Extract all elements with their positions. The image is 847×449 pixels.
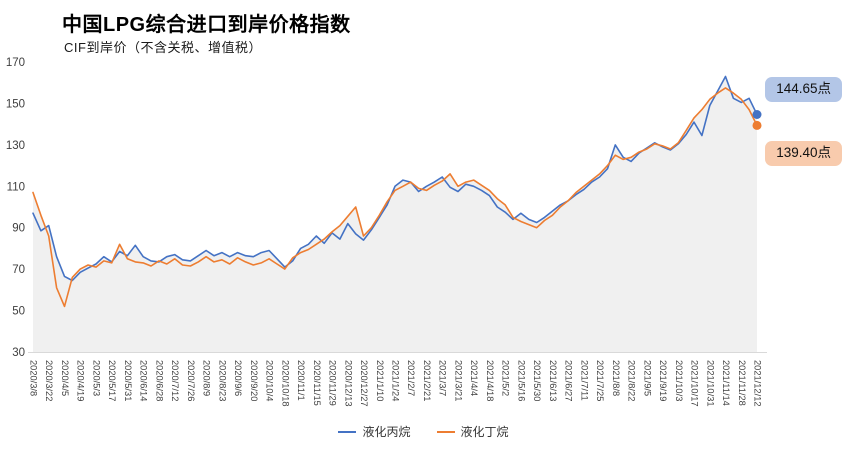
x-axis-tick-label: 2021/5/30 xyxy=(532,360,542,401)
x-axis-tick-label: 2021/8/22 xyxy=(627,360,637,401)
y-axis-tick-label: 170 xyxy=(6,57,25,69)
legend-label-propane: 液化丙烷 xyxy=(362,425,411,439)
legend-item-propane: 液化丙烷 xyxy=(338,423,411,440)
y-axis-tick-label: 150 xyxy=(6,98,25,110)
y-axis-tick-label: 130 xyxy=(6,140,25,152)
x-axis-tick-label: 2020/12/27 xyxy=(359,360,369,407)
legend-label-butane: 液化丁烷 xyxy=(460,425,509,439)
legend-item-butane: 液化丁烷 xyxy=(436,423,509,440)
x-axis-tick-label: 2020/5/3 xyxy=(92,360,102,396)
x-axis-tick-label: 2021/7/25 xyxy=(595,360,605,401)
y-axis-tick-label: 50 xyxy=(12,306,25,318)
line-chart-canvas: 30 50 70 90 110 130 150 170 2020/3/8 2020/3/22 202… xyxy=(6,57,767,407)
x-axis-tick-label: 2020/7/26 xyxy=(186,360,196,401)
butane-line-marker xyxy=(436,430,455,433)
series-line-butane xyxy=(32,87,758,308)
x-axis-tick-label: 2020/10/18 xyxy=(280,360,290,407)
series-end-marker-propane xyxy=(752,110,762,119)
x-axis-tick-label: 2021/11/14 xyxy=(721,360,731,406)
y-axis-tick-label: 70 xyxy=(12,264,25,276)
x-axis-tick-label: 2020/11/29 xyxy=(328,360,338,406)
x-axis-tick-label: 2021/10/31 xyxy=(705,360,715,407)
propane-latest-value-callout: 144.65点 xyxy=(765,77,842,102)
x-axis-tick-label: 2021/4/4 xyxy=(469,360,479,396)
x-axis-tick-label: 2021/5/2 xyxy=(501,360,511,396)
x-axis-tick-label: 2020/11/15 xyxy=(312,360,322,406)
x-axis-tick-label: 2021/11/28 xyxy=(737,360,747,406)
y-axis-tick-label: 110 xyxy=(7,181,25,193)
x-axis-tick-label: 2020/11/1 xyxy=(296,360,306,401)
x-axis-tick-label: 2021/12/12 xyxy=(753,360,763,407)
x-axis-tick-label: 2020/4/5 xyxy=(60,360,70,396)
x-axis-tick-label: 2020/9/20 xyxy=(249,360,259,401)
x-axis-tick-label: 2021/2/21 xyxy=(422,360,432,401)
series-end-marker-butane xyxy=(752,120,762,130)
x-axis-tick-label: 2020/3/22 xyxy=(44,360,54,401)
x-axis-tick-label: 2021/1/24 xyxy=(391,360,401,401)
x-axis-tick-label: 2021/3/7 xyxy=(438,360,448,396)
y-axis-tick-label: 90 xyxy=(12,223,25,235)
x-axis-tick-label: 2021/1/10 xyxy=(375,360,385,401)
x-axis-tick-label: 2020/12/13 xyxy=(343,360,353,407)
x-axis-tick-label: 2021/6/27 xyxy=(564,360,574,401)
y-axis-tick-label: 30 xyxy=(12,347,25,359)
x-axis-tick-label: 2020/9/6 xyxy=(233,360,243,396)
chart-subtitle: CIF到岸价（不含关税、增值税） xyxy=(64,40,262,55)
chart-legend: 液化丙烷 液化丁烷 xyxy=(0,423,847,440)
x-axis-tick-label: 2021/8/8 xyxy=(611,360,621,396)
x-axis-tick-label: 2020/5/17 xyxy=(107,360,117,401)
x-axis-tick-label: 2020/6/28 xyxy=(154,360,164,401)
x-axis-tick-label: 2020/8/9 xyxy=(202,360,212,396)
x-axis-tick-label: 2021/6/13 xyxy=(548,360,558,401)
chart-title: 中国LPG综合进口到岸价格指数 xyxy=(62,14,351,36)
x-axis-tick-label: 2020/6/14 xyxy=(139,360,149,401)
butane-latest-value-callout: 139.40点 xyxy=(765,141,842,166)
x-axis-tick-label: 2020/7/12 xyxy=(170,360,180,401)
propane-line-marker xyxy=(338,430,357,433)
series-line-propane xyxy=(32,75,758,282)
x-axis-tick-label: 2021/10/17 xyxy=(690,360,700,407)
series-area-butane xyxy=(33,87,757,353)
x-axis-tick-label: 2021/9/5 xyxy=(642,360,652,396)
x-axis-tick-label: 2021/3/21 xyxy=(454,360,464,401)
x-axis-tick-label: 2020/4/19 xyxy=(76,360,86,401)
x-axis-tick-label: 2020/8/23 xyxy=(217,360,227,401)
x-axis-tick-label: 2021/9/19 xyxy=(658,360,668,401)
x-axis-tick-label: 2020/5/31 xyxy=(123,360,133,401)
x-axis-tick-label: 2021/2/7 xyxy=(406,360,416,396)
x-axis-tick-label: 2020/3/8 xyxy=(29,360,39,396)
x-axis-tick-label: 2021/10/3 xyxy=(674,360,684,401)
x-axis-tick-label: 2020/10/4 xyxy=(265,360,275,401)
x-axis-tick-label: 2021/7/11 xyxy=(579,360,589,401)
x-axis-tick-label: 2021/4/18 xyxy=(485,360,495,401)
x-axis-tick-label: 2021/5/16 xyxy=(516,360,526,401)
